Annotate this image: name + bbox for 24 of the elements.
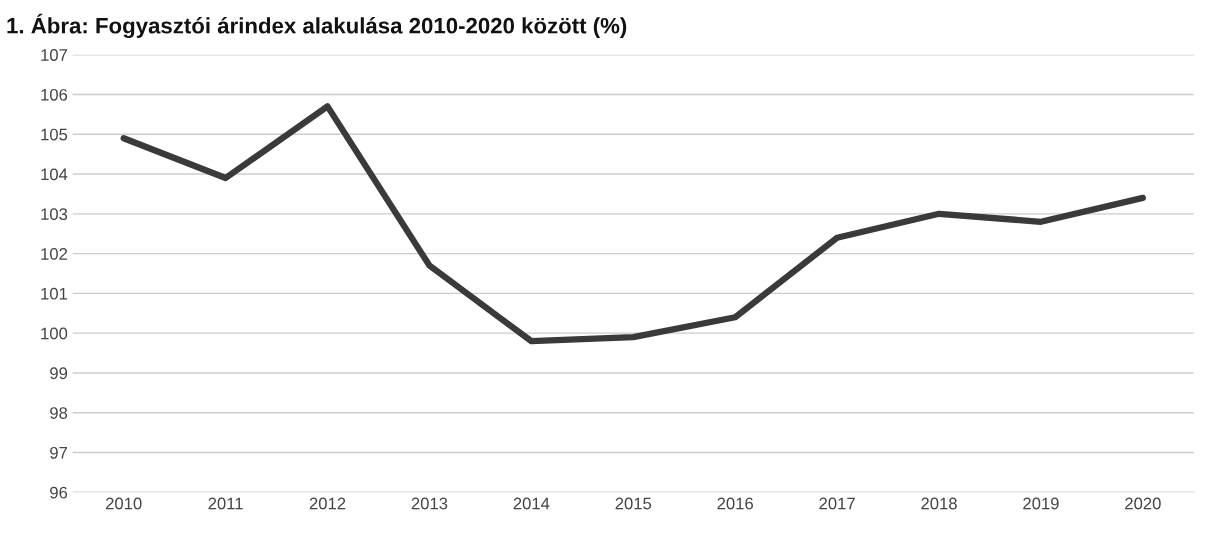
x-tick-label: 2020 — [1125, 497, 1161, 510]
x-tick-label: 2013 — [411, 497, 448, 510]
x-tick-label: 2015 — [615, 497, 652, 510]
y-tick-label: 100 — [41, 327, 68, 340]
x-tick-label: 2012 — [309, 497, 346, 510]
x-tick-label: 2017 — [819, 497, 855, 510]
chart-title: 1. Ábra: Fogyasztói árindex alakulása 2010-2020 között (%) — [7, 13, 627, 39]
x-tick-label: 2011 — [208, 497, 243, 510]
y-tick-label: 104 — [41, 168, 68, 181]
x-tick-label: 2018 — [921, 497, 957, 510]
y-tick-label: 102 — [41, 248, 68, 260]
x-tick-label: 2019 — [1023, 497, 1059, 510]
y-tick-label: 105 — [41, 128, 68, 141]
y-tick-label: 99 — [50, 367, 68, 380]
y-tick-label: 107 — [41, 49, 68, 61]
y-tick-label: 103 — [41, 208, 68, 221]
x-tick-label: 2014 — [513, 497, 550, 510]
y-tick-label: 97 — [50, 446, 68, 459]
y-tick-label: 106 — [41, 88, 68, 101]
y-tick-label: 96 — [50, 486, 68, 499]
x-tick-label: 2010 — [105, 497, 142, 510]
x-tick-label: 2016 — [717, 497, 753, 510]
y-tick-label: 101 — [41, 287, 68, 300]
y-tick-label: 98 — [50, 407, 68, 419]
